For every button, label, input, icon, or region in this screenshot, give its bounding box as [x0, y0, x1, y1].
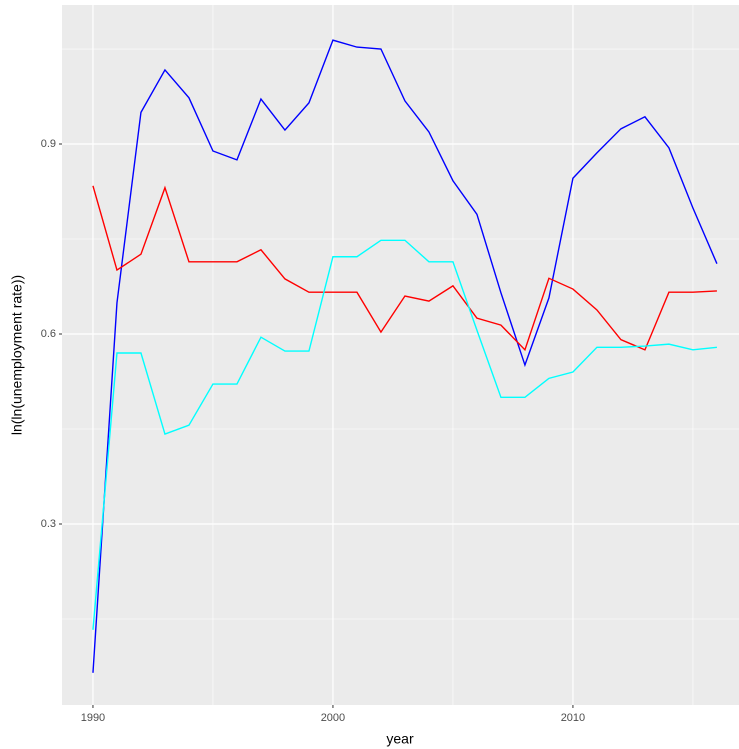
y-tick-label: 0.3 — [41, 518, 56, 530]
y-axis-title: ln(ln(unemployment rate)) — [9, 275, 25, 435]
line — [92, 39, 718, 673]
panel — [62, 5, 739, 705]
y-tick-label: 0.9 — [41, 138, 56, 150]
x-tick-label: 1990 — [81, 712, 105, 724]
line — [92, 239, 717, 630]
x-tick-label: 2010 — [561, 712, 585, 724]
line — [92, 185, 717, 352]
x-tick-label: 2000 — [321, 712, 345, 724]
x-axis-title: year — [386, 731, 414, 747]
y-tick-label: 0.6 — [41, 328, 56, 340]
